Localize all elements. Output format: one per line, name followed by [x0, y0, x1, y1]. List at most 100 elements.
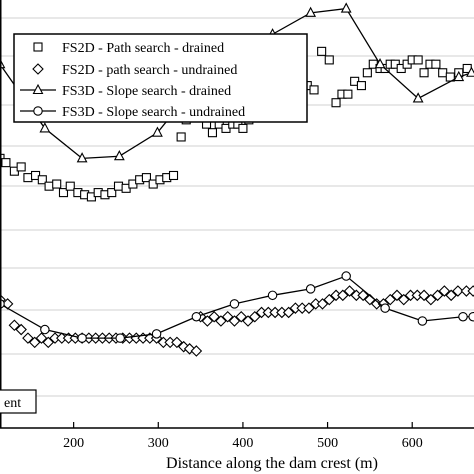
series-1-point-4	[22, 332, 34, 344]
series-3-point-13	[468, 311, 474, 322]
series-1-point-3	[15, 323, 27, 336]
series-0-point-49	[309, 85, 319, 95]
series-0-point-69	[431, 59, 441, 69]
series-0-point-10	[65, 181, 75, 191]
series-0-point-17	[113, 181, 124, 191]
series-0-point-8	[52, 179, 62, 189]
legend-marker-1	[32, 63, 44, 75]
legend-marker-2	[32, 83, 44, 95]
series-1-point-49	[323, 293, 336, 306]
series-3-point-8	[305, 284, 316, 294]
series-0-point-7	[44, 181, 54, 191]
series-1-point-5	[28, 336, 41, 349]
series-1-point-64	[425, 293, 437, 306]
note-box: ent	[0, 389, 37, 414]
series-1-point-32	[208, 310, 220, 323]
series-1-point-36	[235, 310, 248, 323]
legend-entry-0: FS2D - Path search - drained	[33, 41, 224, 56]
x-tick-label-600: 600	[402, 436, 423, 451]
series-2-point-10	[374, 58, 386, 69]
series-1-point-38	[248, 310, 261, 323]
series-1-point-60	[397, 293, 410, 306]
series-1-point-66	[438, 285, 451, 297]
series-0-point-25	[168, 170, 179, 181]
series-2-point-2	[76, 152, 88, 163]
series-1	[0, 285, 474, 357]
series-1-point-43	[282, 306, 295, 319]
note-frame	[0, 389, 37, 414]
series-3-point-7	[267, 290, 278, 301]
series-3-point-11	[417, 316, 428, 326]
series-1-point-70	[467, 285, 474, 297]
axes	[0, 0, 474, 429]
series-2-point-4	[152, 126, 163, 137]
legend-box	[13, 33, 308, 123]
series-0-point-4	[23, 173, 33, 183]
x-axis-label: Distance along the dam crest (m)	[166, 455, 378, 472]
series-0-point-16	[107, 188, 117, 198]
series-2-point-3	[113, 150, 125, 161]
series-1-point-31	[201, 315, 214, 327]
series-0-point-37	[238, 123, 248, 133]
legend-marker-0	[33, 42, 43, 52]
series-3-point-3	[115, 333, 125, 343]
series-1-point-29	[190, 345, 203, 357]
series-0-point-57	[362, 68, 372, 78]
series-0-point-32	[207, 128, 218, 138]
note-label: ent	[4, 396, 21, 411]
series-1-point-35	[228, 315, 241, 327]
series-0-point-9	[58, 188, 69, 198]
series-1-point-63	[418, 289, 430, 302]
series-2-point-12	[453, 70, 465, 82]
series-1-point-68	[452, 285, 464, 297]
series-2-point-1	[39, 122, 51, 133]
legend-label-3: FS3D - Slope search - undrained	[62, 105, 245, 120]
x-tick-label-400: 400	[232, 436, 253, 451]
series-2-point-8	[305, 6, 317, 17]
series-1-point-7	[42, 336, 55, 349]
series-1-point-58	[384, 293, 396, 306]
legend-entry-2: FS3D - Slope search - drained	[20, 83, 231, 99]
series-3-line	[0, 275, 474, 339]
series-3-point-12	[458, 311, 468, 322]
legend-marker-3	[33, 106, 43, 116]
series-1-point-33	[215, 315, 227, 327]
series-2-point-11	[412, 92, 424, 103]
series-0-point-56	[356, 81, 366, 91]
series-0-point-51	[324, 55, 334, 65]
series-3-point-4	[151, 329, 162, 339]
series-0-point-21	[141, 173, 151, 183]
legend-label-1: FS2D - path search - undrained	[62, 63, 237, 78]
series-1-point-48	[316, 298, 329, 310]
series-3	[0, 271, 474, 343]
series-1-point-34	[221, 310, 234, 323]
series-0-point-6	[37, 175, 47, 185]
series-1-point-46	[303, 302, 315, 314]
series-0-point-3	[16, 162, 26, 172]
series-0-point-66	[413, 55, 423, 65]
x-tick-label-200: 200	[63, 436, 84, 451]
series-0-point-54	[343, 89, 353, 99]
series-0-point-52	[331, 98, 341, 108]
legend-entry-3: FS3D - Slope search - undrained	[20, 105, 245, 120]
series-1-point-26	[171, 336, 183, 349]
series-1-point-2	[8, 319, 21, 332]
series-3-point-10	[380, 303, 390, 313]
legend: FS2D - Path search - drained FS2D - path …	[13, 33, 308, 123]
series-0-point-50	[317, 46, 327, 56]
legend-label-2: FS3D - Slope search - drained	[62, 84, 231, 99]
series-0-point-70	[438, 68, 448, 78]
series-3-point-5	[191, 311, 202, 322]
series-1-point-52	[343, 285, 356, 297]
series-1-point-59	[391, 289, 403, 302]
series-1-point-67	[445, 289, 457, 302]
series-2-point-9	[340, 2, 352, 13]
series-0-point-26	[176, 132, 186, 142]
x-tick-label-300: 300	[148, 436, 169, 451]
legend-entries: FS2D - Path search - drained FS2D - path …	[20, 41, 245, 120]
x-tick-label-500: 500	[317, 436, 338, 451]
legend-entry-1: FS2D - path search - undrained	[32, 63, 237, 78]
x-ticks: 200 300 400 500 600	[63, 422, 423, 451]
series-1-point-65	[431, 289, 444, 302]
